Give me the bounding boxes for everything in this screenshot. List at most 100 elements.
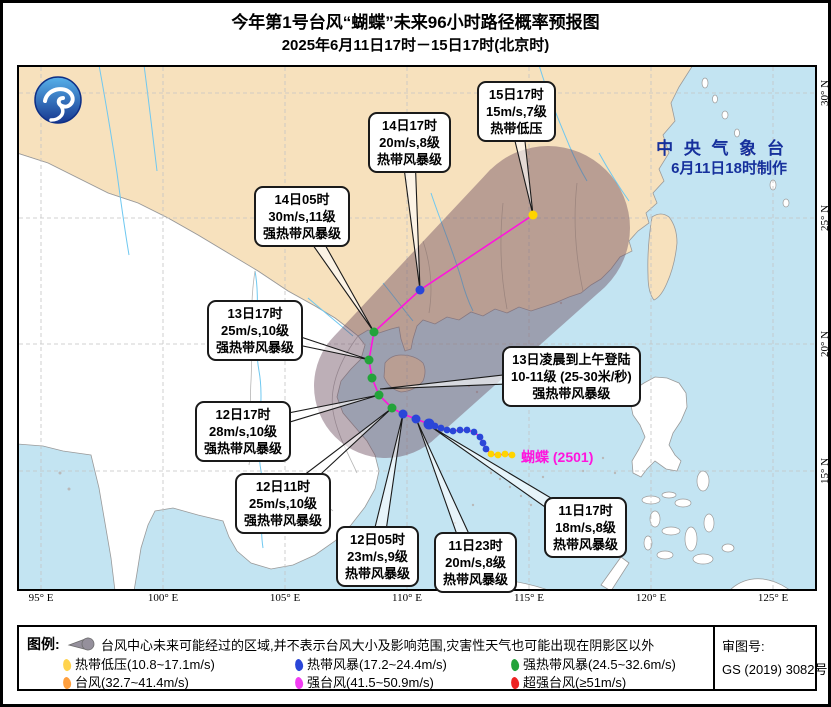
forecast-point-blue — [398, 409, 408, 419]
visayas-islands — [641, 470, 735, 565]
forecast-point-blue — [415, 285, 425, 295]
palawan-island — [600, 556, 630, 589]
legend-item: 热带风暴(17.2~24.4m/s) — [293, 654, 447, 673]
agency-block: 中 央 气 象 台 6月11日18时制作 — [656, 139, 787, 178]
callout-line: 热带风暴级 — [377, 152, 443, 167]
observed-point-blue — [476, 433, 484, 441]
observed-point-blue — [479, 439, 487, 447]
callout-line: 强热带风暴级 — [216, 340, 295, 355]
callout-line: 30m/s,11级 — [268, 209, 336, 224]
callout-line: 18m/s,8级 — [555, 520, 616, 535]
callout-line: 23m/s,9级 — [347, 549, 408, 564]
legend-box: 图例: 台风中心未来可能经过的区域,并不表示台风大小及影响范围,灾害性天气也可能… — [17, 625, 828, 691]
observed-point-yellow — [508, 451, 516, 459]
observed-point-yellow — [494, 451, 502, 459]
forecast-callout-landfall: 13日凌晨到上午登陆 10-11级 (25-30米/秒) 强热带风暴级 — [502, 346, 641, 407]
callout-line: 15m/s,7级 — [486, 104, 547, 119]
observed-point-yellow — [501, 450, 509, 458]
legend-title: 图例: — [27, 636, 60, 652]
legend-item: 超强台风(≥51m/s) — [509, 672, 626, 691]
map-approval-number: 审图号: GS (2019) 3082号 — [722, 635, 828, 681]
typhoon-intensity-icon — [61, 658, 73, 672]
observed-point-blue — [482, 445, 490, 453]
lon-tick-label: 125° E — [757, 592, 789, 604]
forecast-callout-t11-17: 11日17时 18m/s,8级 热带风暴级 — [544, 497, 628, 558]
callout-line: 11日23时 — [448, 538, 503, 553]
callout-line: 热带风暴级 — [443, 572, 509, 587]
lon-tick-label: 95° E — [28, 592, 54, 604]
ryukyu-islands — [701, 77, 790, 208]
lon-tick-label: 120° E — [635, 592, 667, 604]
callout-line: 热带低压 — [490, 121, 543, 136]
callout-line: 11日17时 — [558, 503, 613, 518]
callout-line: 28m/s,10级 — [209, 424, 277, 439]
legend-item-label: 热带风暴(17.2~24.4m/s) — [307, 657, 447, 672]
agency-name: 中 央 气 象 台 — [656, 139, 787, 158]
legend-item: 强热带风暴(24.5~32.6m/s) — [509, 654, 676, 673]
callout-line: 热带风暴级 — [553, 537, 619, 552]
forecast-callout-t12-05: 12日05时 23m/s,9级 热带风暴级 — [336, 526, 420, 587]
callout-line: 25m/s,10级 — [249, 496, 317, 511]
observed-point-blue — [456, 426, 464, 434]
callout-line: 25m/s,10级 — [221, 323, 289, 338]
forecast-callout-t13-17: 13日17时 25m/s,10级 强热带风暴级 — [207, 300, 304, 361]
lat-tick-label: 20° N — [819, 330, 831, 358]
typhoon-intensity-icon — [293, 658, 305, 672]
legend-item-label: 强台风(41.5~50.9m/s) — [307, 675, 434, 690]
observed-point-yellow — [487, 450, 495, 458]
forecast-callout-t15-17: 15日17时 15m/s,7级 热带低压 — [477, 81, 556, 142]
cma-logo-icon — [34, 76, 82, 124]
callout-line: 12日17时 — [215, 407, 271, 422]
observed-point-blue — [463, 426, 471, 434]
lon-tick-label: 115° E — [514, 592, 544, 604]
callout-line: 强热带风暴级 — [204, 441, 283, 456]
cone-legend-icon — [67, 637, 95, 651]
agency-issue-time: 6月11日18时制作 — [671, 160, 787, 177]
observed-point-blue — [437, 424, 445, 432]
callout-line: 12日11时 — [255, 479, 311, 494]
lat-tick-label: 15° N — [819, 457, 831, 485]
legend-item: 热带低压(10.8~17.1m/s) — [61, 654, 215, 673]
callout-line: 强热带风暴级 — [244, 513, 323, 528]
cone-shape — [314, 146, 630, 458]
callout-line: 12日05时 — [350, 532, 405, 547]
forecast-callout-t14-05: 14日05时 30m/s,11级 强热带风暴级 — [254, 186, 351, 247]
probability-cone — [314, 146, 630, 458]
admin-borders — [422, 182, 584, 314]
callout-line: 20m/s,8级 — [379, 135, 440, 150]
lon-tick-label: 110° E — [392, 592, 422, 604]
forecast-point-green — [387, 403, 397, 413]
forecast-point-yellow — [528, 210, 538, 220]
approval-value: GS (2019) 3082号 — [722, 662, 828, 677]
callout-line: 强热带风暴级 — [532, 386, 611, 401]
taiwan-island — [647, 213, 678, 301]
forecast-callout-t12-11: 12日11时 25m/s,10级 强热带风暴级 — [235, 473, 332, 534]
callout-line: 20m/s,8级 — [445, 555, 506, 570]
typhoon-intensity-icon — [509, 676, 521, 690]
luzon-island — [629, 376, 688, 478]
forecast-point-green — [374, 390, 384, 400]
callout-line: 10-11级 (25-30米/秒) — [511, 369, 632, 384]
legend-item: 台风(32.7~41.4m/s) — [61, 672, 189, 691]
forecast-point-blue — [411, 414, 421, 424]
approval-label: 审图号: — [722, 639, 765, 654]
callout-line: 14日17时 — [382, 118, 437, 133]
callout-line: 14日05时 — [274, 192, 330, 207]
forecast-point-blue — [423, 418, 435, 430]
observed-point-blue — [443, 426, 451, 434]
observed-point-blue — [449, 427, 457, 435]
forecast-callout-t14-17: 14日17时 20m/s,8级 热带风暴级 — [368, 112, 452, 173]
track-points — [364, 210, 538, 459]
forecast-callout-t12-17: 12日17时 28m/s,10级 强热带风暴级 — [195, 401, 292, 462]
lat-tick-label: 25° N — [819, 204, 831, 232]
callout-line: 强热带风暴级 — [263, 226, 342, 241]
map-area: 中 央 气 象 台 6月11日18时制作 蝴蝶 (2501) 15日17时 15m… — [17, 65, 817, 593]
map-title: 今年第1号台风“蝴蝶”未来96小时路径概率预报图 — [231, 13, 600, 32]
callout-line: 热带风暴级 — [345, 566, 411, 581]
typhoon-intensity-icon — [61, 676, 73, 690]
title-block: 今年第1号台风“蝴蝶”未来96小时路径概率预报图 2025年6月11日17时－1… — [3, 11, 828, 57]
forecast-point-green — [369, 327, 379, 337]
legend-item-label: 台风(32.7~41.4m/s) — [75, 675, 189, 690]
observed-point-blue — [470, 428, 478, 436]
